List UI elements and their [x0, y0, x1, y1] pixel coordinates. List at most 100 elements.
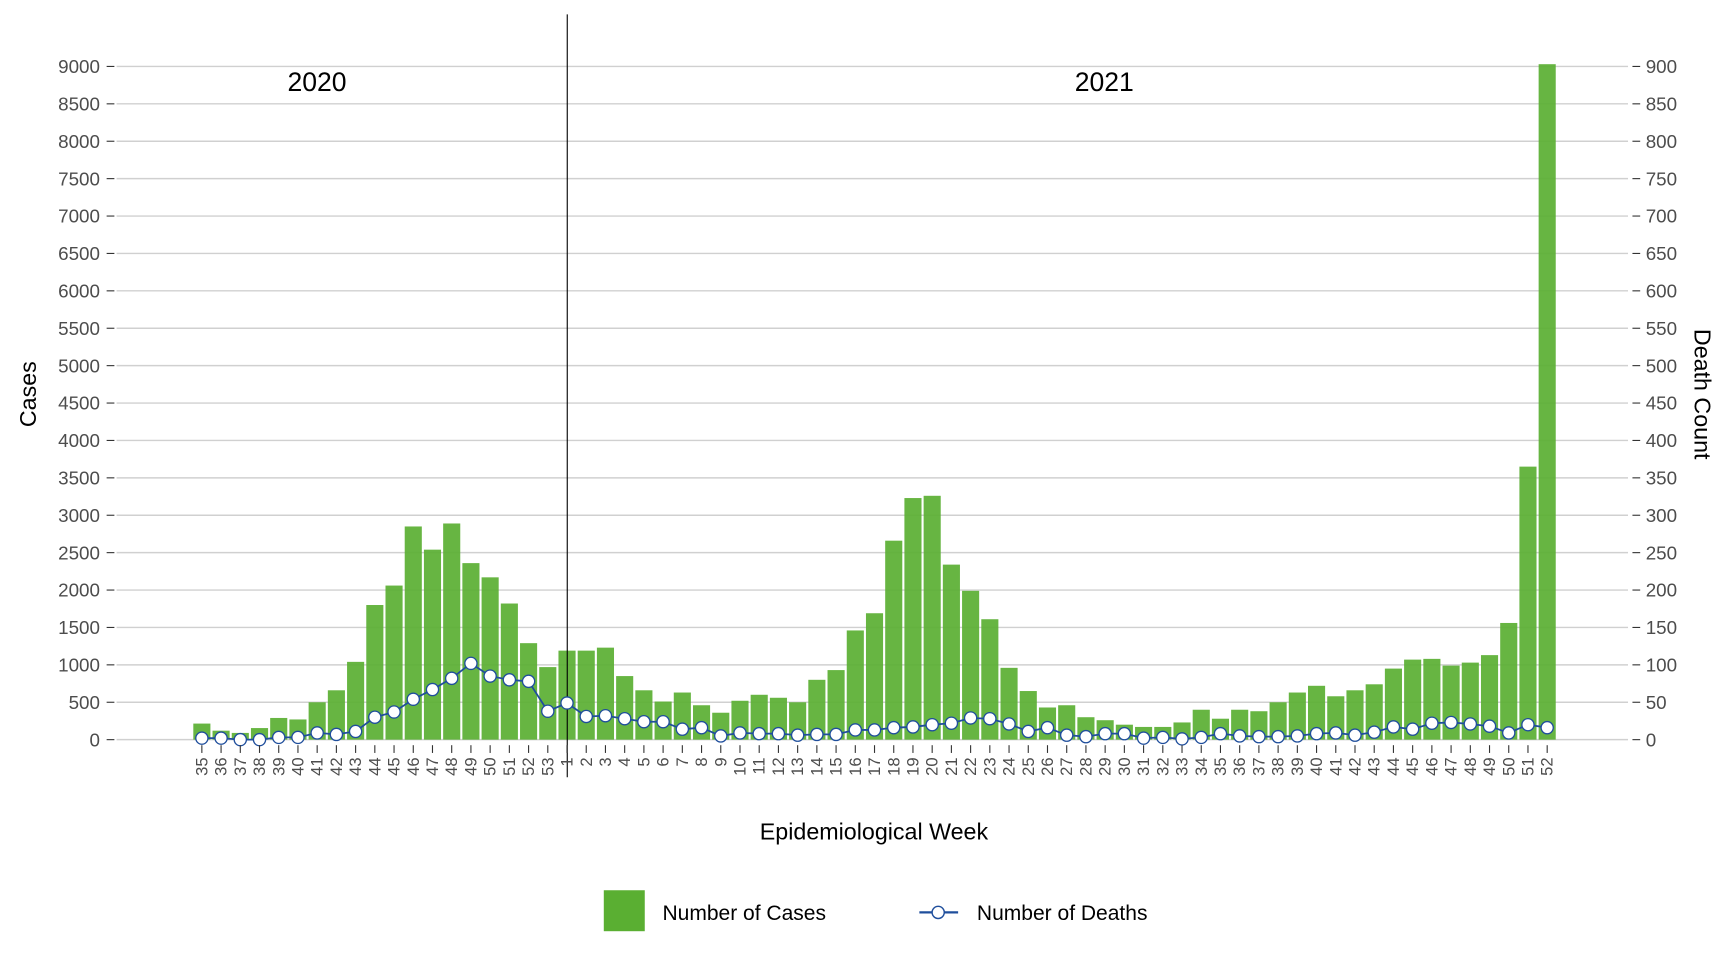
case-bar [443, 523, 461, 740]
x-tick-label: 35 [1211, 757, 1230, 775]
x-tick-label: 1 [558, 757, 577, 766]
case-bar [1538, 64, 1556, 740]
death-point [406, 692, 421, 707]
death-point [752, 726, 766, 741]
x-tick-label: 44 [365, 757, 384, 775]
y2-tick-label: 800 [1646, 131, 1677, 152]
x-tick-label: 32 [1153, 757, 1172, 775]
death-point [252, 732, 267, 747]
x-tick-label: 34 [1192, 757, 1211, 775]
x-axis: 35 36 37 38 39 40 41 42 43 44 45 46 47 48 49 50 51 52 53 1 2… [192, 745, 1557, 776]
x-tick-label: 40 [1307, 757, 1326, 775]
y2-tick-label: 550 [1646, 318, 1677, 339]
x-tick-label: 38 [250, 757, 269, 775]
case-bar [347, 661, 365, 740]
death-point [214, 731, 228, 745]
death-point [983, 711, 997, 726]
deaths-line [195, 656, 1554, 747]
death-point [1290, 729, 1305, 743]
y2-tick-label: 300 [1646, 505, 1677, 526]
x-tick-label: 51 [500, 757, 519, 775]
case-bar [846, 630, 864, 740]
year-label-2020: 2020 [287, 67, 346, 97]
y-tick-label: 2500 [58, 542, 100, 563]
death-point [925, 717, 939, 732]
y2-tick-label: 150 [1646, 617, 1677, 638]
death-point [790, 728, 805, 742]
death-point [464, 656, 478, 671]
legend-deaths-marker [931, 905, 945, 920]
x-tick-label: 35 [192, 757, 211, 775]
death-point [944, 716, 959, 730]
case-bar [1480, 655, 1499, 740]
death-point [1386, 720, 1401, 734]
y-tick-label: 6500 [58, 243, 100, 264]
y2-tick-label: 750 [1646, 168, 1677, 189]
y-tick-label: 9000 [58, 56, 100, 77]
x-tick-label: 11 [750, 757, 769, 774]
legend: Number of Cases Number of Deaths [603, 890, 1147, 932]
death-point [1271, 729, 1285, 744]
y-tick-label: 7500 [58, 168, 100, 189]
x-tick-label: 36 [1230, 757, 1249, 775]
x-tick-label: 10 [731, 757, 750, 775]
x-tick-label: 42 [327, 757, 346, 775]
x-tick-label: 43 [1365, 757, 1384, 775]
death-point [1021, 724, 1036, 739]
x-tick-label: 29 [1096, 757, 1115, 775]
x-tick-label: 31 [1134, 757, 1153, 775]
death-point [637, 714, 651, 729]
x-tick-label: 33 [1173, 757, 1192, 775]
y2-tick-label: 250 [1646, 542, 1677, 563]
death-point [1348, 728, 1362, 742]
y-tick-label: 8500 [58, 93, 100, 114]
legend-cases-swatch [603, 890, 645, 932]
y-tick-label: 5500 [58, 318, 100, 339]
death-point [1252, 729, 1266, 744]
death-point [829, 727, 843, 742]
death-point [348, 724, 363, 739]
gridlines [116, 65, 1629, 741]
x-tick-label: 26 [1038, 757, 1057, 775]
case-bar [904, 498, 922, 740]
y2-axis-title: Death Count [1689, 329, 1715, 460]
death-point [963, 711, 978, 725]
x-tick-label: 44 [1384, 757, 1403, 775]
death-point [733, 726, 747, 740]
x-tick-label: 45 [385, 757, 404, 775]
death-point [598, 708, 613, 723]
death-point [1521, 717, 1535, 732]
death-point [675, 722, 690, 736]
x-tick-label: 46 [404, 757, 423, 775]
x-tick-label: 3 [596, 757, 615, 766]
death-point [1482, 719, 1497, 733]
x-tick-label: 41 [308, 757, 327, 775]
death-point [1501, 726, 1516, 740]
x-tick-label: 48 [442, 757, 461, 775]
x-tick-label: 52 [1538, 757, 1557, 775]
x-tick-label: 7 [673, 757, 692, 766]
legend-cases-label: Number of Cases [662, 902, 826, 925]
death-point [1444, 715, 1458, 730]
x-tick-label: 8 [692, 757, 711, 766]
case-bar [596, 647, 615, 740]
y2-tick-label: 700 [1646, 206, 1677, 227]
death-point [1367, 725, 1381, 739]
case-bar [366, 605, 384, 740]
x-tick-label: 15 [827, 757, 846, 775]
y-tick-label: 8000 [58, 131, 100, 152]
case-bar [1192, 709, 1210, 740]
y-tick-label: 6000 [58, 280, 100, 301]
x-tick-label: 20 [923, 757, 942, 775]
case-bar [520, 643, 538, 740]
x-tick-label: 22 [961, 757, 980, 775]
x-tick-label: 53 [538, 757, 557, 775]
case-bar [885, 540, 903, 740]
y-tick-label: 0 [90, 729, 100, 750]
death-point [617, 711, 632, 726]
x-tick-label: 28 [1076, 757, 1095, 775]
x-tick-label: 49 [461, 757, 480, 775]
x-tick-label: 50 [481, 757, 500, 775]
x-tick-label: 50 [1499, 757, 1518, 775]
death-point [1117, 726, 1132, 741]
